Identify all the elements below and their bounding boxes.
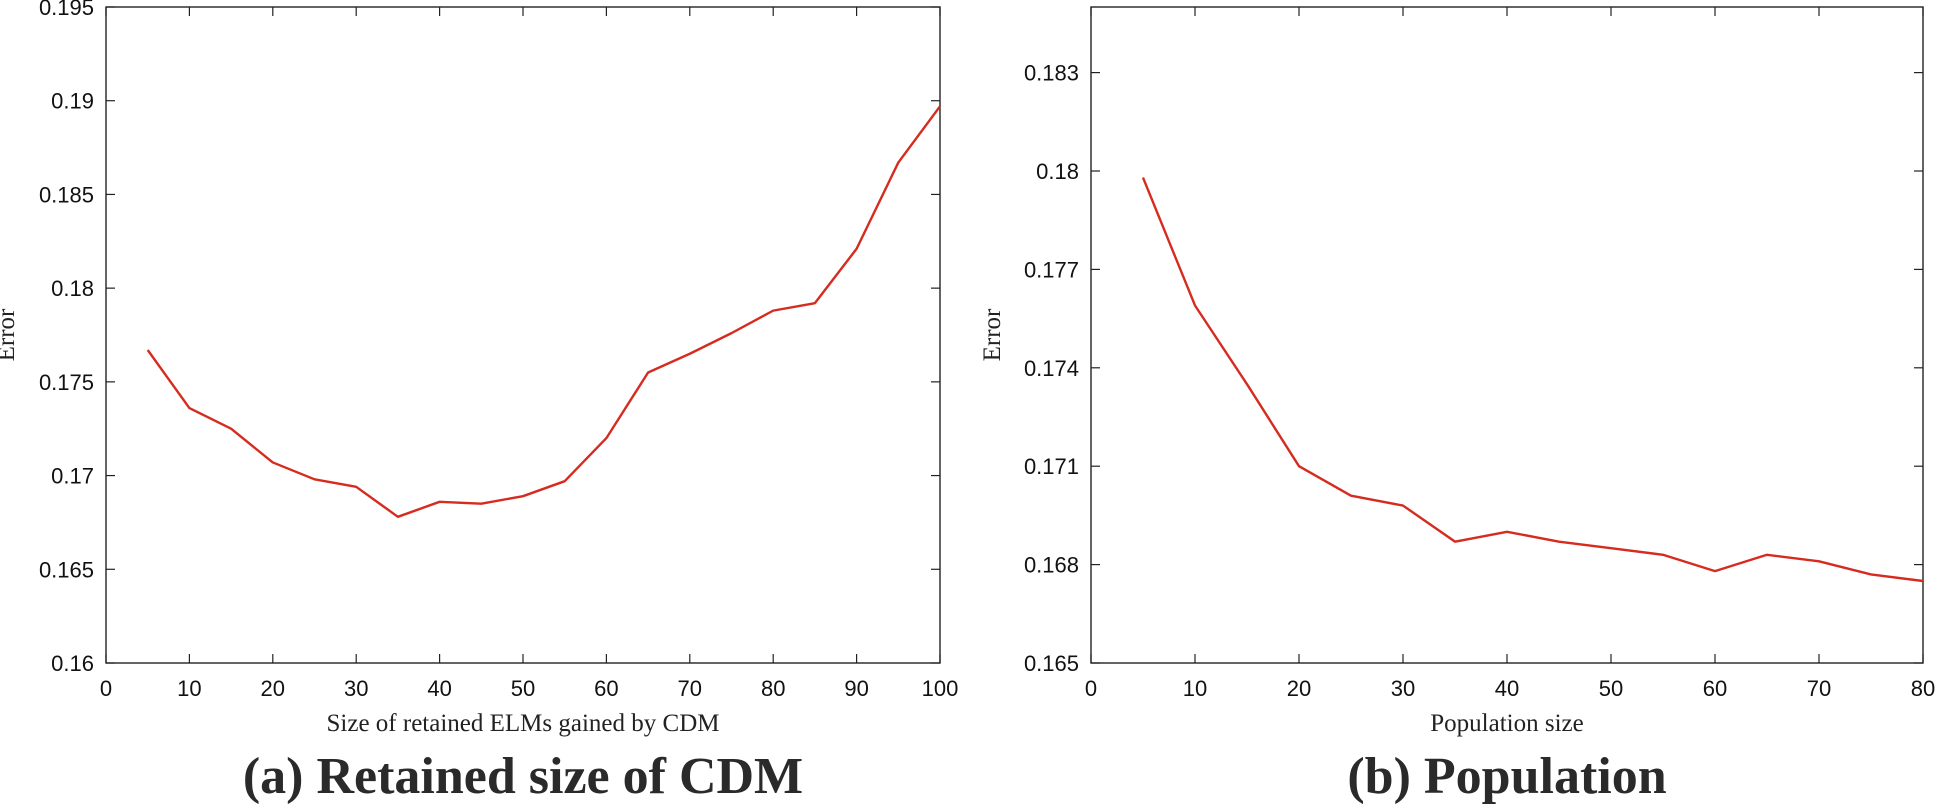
x-tick-label: 30 <box>344 676 368 701</box>
x-tick-label: 0 <box>100 676 112 701</box>
x-tick-label: 10 <box>1183 676 1207 701</box>
x-tick-label: 20 <box>1287 676 1311 701</box>
y-tick-label: 0.168 <box>1024 553 1079 578</box>
x-tick-label: 0 <box>1085 676 1097 701</box>
chart-panel-population: 0 10 20 30 40 50 60 70 80 0.165 0.168 0.171 0.174 0.1… <box>979 6 1935 804</box>
chart-panel-retained-size: 0 10 20 30 40 50 60 70 80 90 100 0.16 0.165 0.17 0.175… <box>0 0 958 804</box>
x-tick-label: 90 <box>844 676 868 701</box>
y-tick-label: 0.195 <box>39 0 94 20</box>
y-axis-title: Error <box>0 308 20 361</box>
y-tick-label: 0.185 <box>39 182 94 207</box>
y-tick-label: 0.177 <box>1024 257 1079 282</box>
y-tick-label: 0.17 <box>51 464 94 489</box>
y-tick-label: 0.18 <box>1036 159 1079 184</box>
x-tick-label: 40 <box>1495 676 1519 701</box>
x-tick-label: 60 <box>594 676 618 701</box>
y-tick-label: 0.165 <box>39 557 94 582</box>
y-tick-label: 0.16 <box>51 651 94 676</box>
series-line <box>1141 177 1924 583</box>
x-tick-label: 70 <box>1807 676 1831 701</box>
y-tick-label: 0.183 <box>1024 61 1079 86</box>
y-tick-label: 0.19 <box>51 89 94 114</box>
x-tick-label: 80 <box>1911 676 1935 701</box>
x-tick-label: 50 <box>511 676 535 701</box>
x-tick-label: 10 <box>177 676 201 701</box>
x-tick-label: 40 <box>427 676 451 701</box>
panel-caption: (b) Population <box>1347 748 1666 804</box>
panel-caption: (a) Retained size of CDM <box>243 748 803 804</box>
x-tick-label: 60 <box>1703 676 1727 701</box>
y-tick-label: 0.175 <box>39 370 94 395</box>
x-tick-label: 50 <box>1599 676 1623 701</box>
plot-frame <box>105 6 941 664</box>
x-tick-label: 80 <box>761 676 785 701</box>
y-tick-label: 0.18 <box>51 276 94 301</box>
x-tick-label: 70 <box>678 676 702 701</box>
y-tick-label: 0.171 <box>1024 454 1079 479</box>
x-tick-label: 100 <box>922 676 959 701</box>
y-axis-title: Error <box>979 308 1006 361</box>
y-tick-label: 0.165 <box>1024 651 1079 676</box>
x-tick-label: 20 <box>261 676 285 701</box>
x-axis-title: Population size <box>1430 710 1583 737</box>
y-tick-label: 0.174 <box>1024 356 1079 381</box>
series-line <box>146 105 941 519</box>
x-tick-label: 30 <box>1391 676 1415 701</box>
x-axis-title: Size of retained ELMs gained by CDM <box>327 710 720 737</box>
